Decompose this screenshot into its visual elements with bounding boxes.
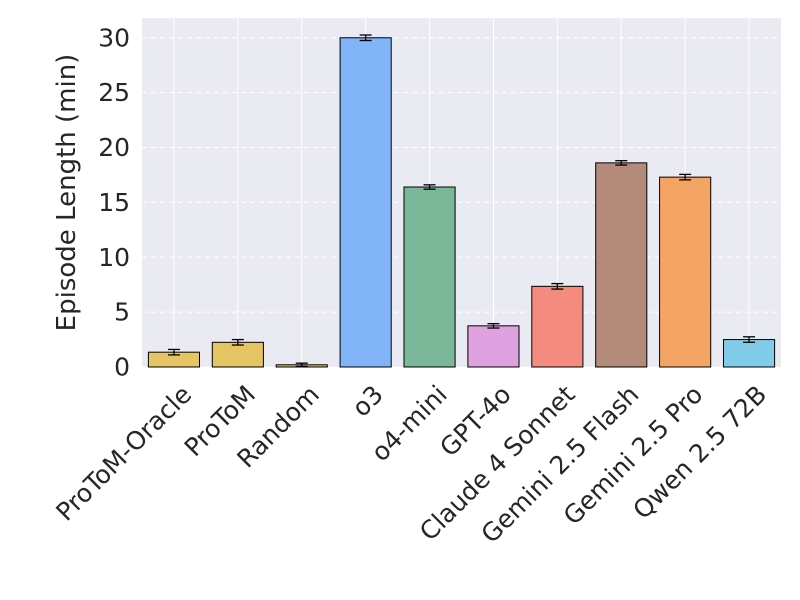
bar <box>595 162 648 368</box>
bar <box>403 186 456 368</box>
bar <box>339 37 392 368</box>
y-tick-label: 15 <box>98 188 130 217</box>
y-tick-label: 10 <box>98 243 130 272</box>
bar <box>531 285 584 368</box>
y-tick-label: 20 <box>98 133 130 162</box>
bar <box>659 176 712 368</box>
y-tick-label: 25 <box>98 78 130 107</box>
bar <box>211 341 264 368</box>
error-bar <box>743 336 756 343</box>
error-bar <box>423 184 436 190</box>
y-tick-label: 5 <box>114 298 130 327</box>
error-bar <box>487 322 500 329</box>
y-tick-label: 0 <box>114 353 130 382</box>
y-axis-ticks: 0 5 10 15 20 25 30 <box>98 23 130 381</box>
error-bar <box>295 362 308 368</box>
bars <box>147 37 776 368</box>
error-bars <box>167 34 756 368</box>
x-tick-label: o3 <box>346 380 389 423</box>
error-bar <box>231 338 244 346</box>
error-bar <box>167 348 180 356</box>
y-tick-label: 30 <box>98 23 130 52</box>
x-tick-label: ProToM-Oracle <box>50 380 197 527</box>
bar <box>467 325 520 368</box>
y-axis-label: Episode Length (min) <box>52 54 82 332</box>
error-bar <box>551 282 564 290</box>
bar <box>722 339 776 368</box>
error-bar <box>359 34 372 42</box>
error-bar <box>615 160 628 166</box>
error-bar <box>679 173 692 181</box>
